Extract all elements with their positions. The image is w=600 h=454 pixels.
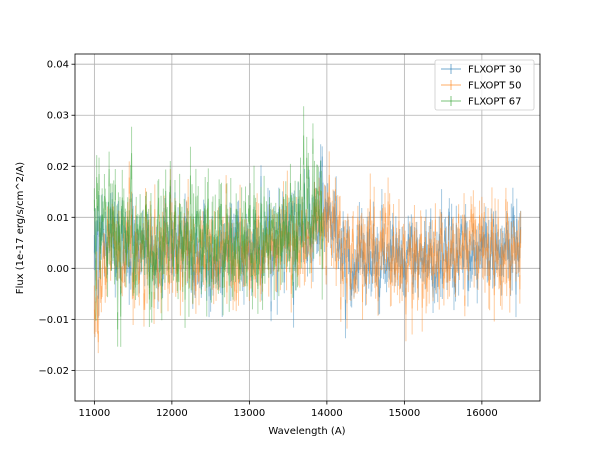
grid bbox=[75, 54, 540, 401]
x-tick-label: 11000 bbox=[78, 408, 110, 419]
x-tick-label: 12000 bbox=[156, 408, 188, 419]
legend-item: FLXOPT 30 bbox=[441, 64, 521, 76]
y-tick-label: 0.03 bbox=[47, 111, 69, 122]
y-axis: −0.02 −0.01 0.00 0.01 0.02 0.03 0.04 bbox=[38, 60, 75, 377]
legend-item: FLXOPT 50 bbox=[441, 80, 521, 92]
x-tick-label: 14000 bbox=[311, 408, 343, 419]
legend: FLXOPT 30 FLXOPT 50 FLXOPT 67 bbox=[434, 59, 535, 111]
x-tick-label: 15000 bbox=[388, 408, 420, 419]
series-flxopt-50 bbox=[93, 151, 522, 354]
series-flxopt-30 bbox=[93, 144, 522, 339]
legend-box bbox=[434, 59, 535, 111]
y-tick-label: 0.04 bbox=[47, 60, 69, 71]
series-line bbox=[93, 135, 324, 330]
x-axis: 11000 12000 13000 14000 15000 16000 bbox=[78, 401, 498, 419]
y-tick-label: −0.01 bbox=[38, 315, 69, 326]
plot-area bbox=[75, 54, 540, 401]
x-tick-label: 16000 bbox=[466, 408, 498, 419]
legend-label: FLXOPT 30 bbox=[468, 65, 521, 76]
y-tick-label: 0.01 bbox=[47, 213, 69, 224]
series-error-bars bbox=[93, 106, 324, 347]
legend-item: FLXOPT 67 bbox=[441, 96, 521, 108]
series-error-bars bbox=[93, 144, 522, 339]
plot-frame bbox=[74, 53, 541, 402]
y-tick-label: −0.02 bbox=[38, 366, 69, 377]
y-axis-label: Flux (1e-17 erg/s/cm^2/A) bbox=[15, 162, 26, 294]
legend-label: FLXOPT 50 bbox=[468, 81, 521, 92]
series-line bbox=[93, 156, 522, 320]
y-tick-label: 0.00 bbox=[47, 264, 69, 275]
series-line bbox=[93, 174, 522, 343]
series-flxopt-67 bbox=[93, 106, 324, 347]
x-axis-label: Wavelength (A) bbox=[268, 426, 345, 437]
series-layer bbox=[93, 106, 522, 354]
y-tick-label: 0.02 bbox=[47, 162, 69, 173]
x-tick-label: 13000 bbox=[233, 408, 265, 419]
legend-label: FLXOPT 67 bbox=[468, 97, 521, 108]
series-error-bars bbox=[93, 151, 522, 354]
